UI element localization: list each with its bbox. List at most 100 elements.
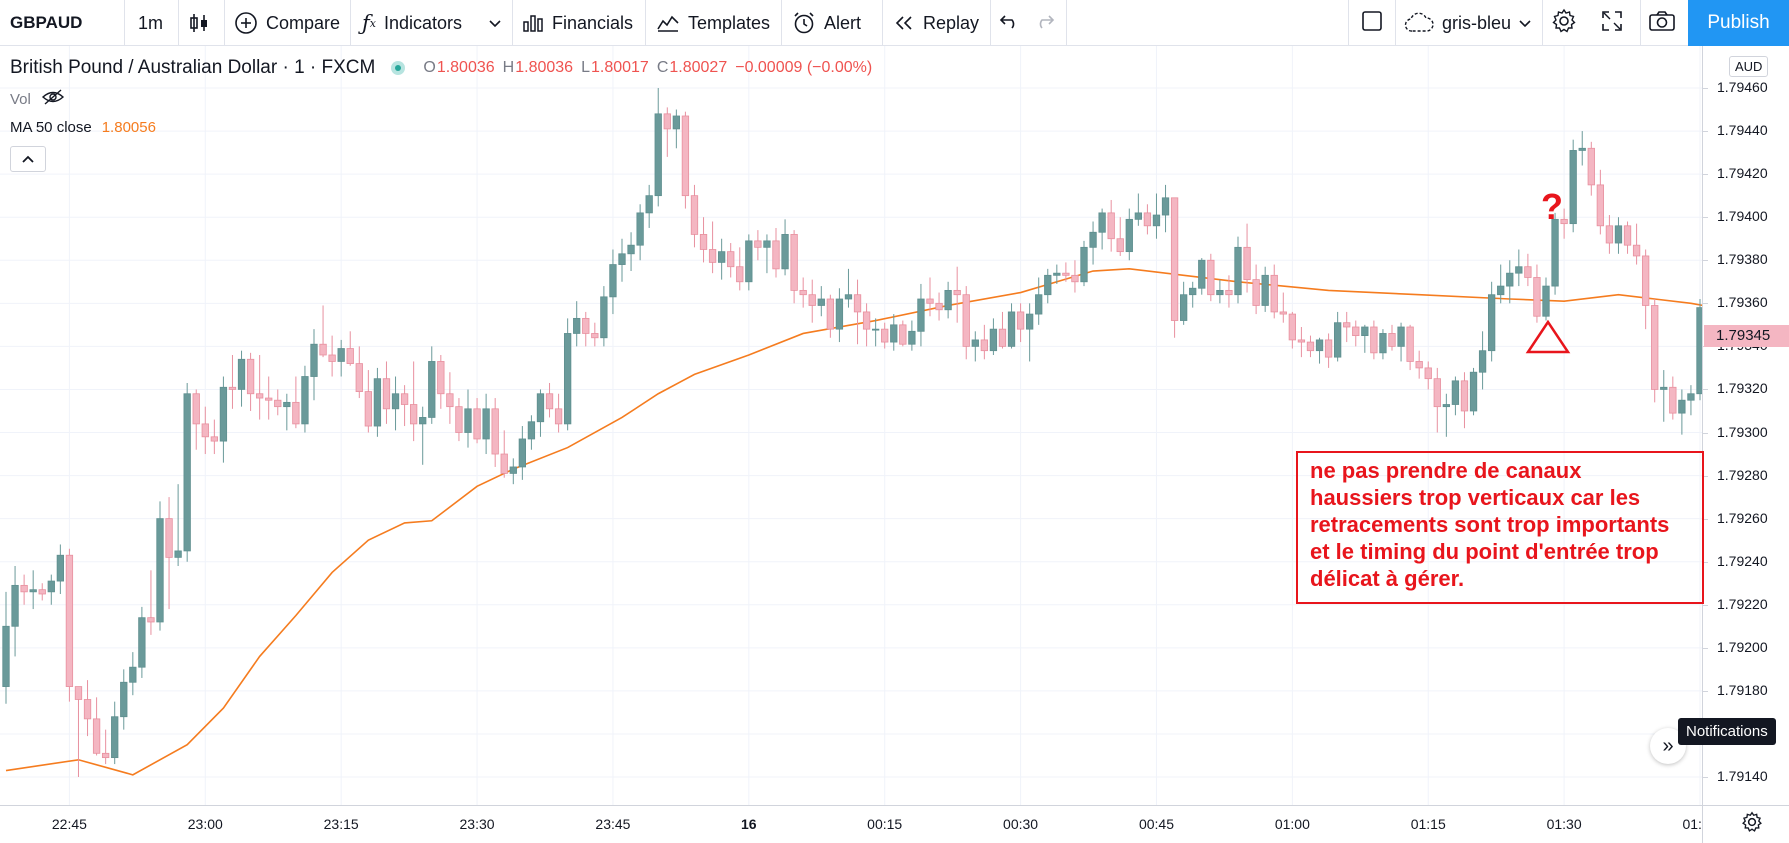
layout-dropdown-button[interactable] [1518, 0, 1532, 46]
indicators-dropdown-button[interactable] [488, 0, 502, 46]
financials-button[interactable]: Financials [522, 0, 633, 46]
open-value: 1.80036 [436, 59, 495, 76]
y-tick-label: 1.79280 [1717, 466, 1768, 483]
candle [1497, 264, 1505, 304]
fullscreen-button[interactable] [1601, 0, 1623, 46]
candle [1134, 193, 1143, 226]
fullscreen-icon [1601, 10, 1623, 37]
candle [1660, 370, 1668, 422]
candle [1107, 199, 1115, 252]
candle [346, 331, 354, 366]
current-price-label: 1.79345 [1704, 324, 1789, 347]
candle [409, 361, 418, 442]
candle [292, 376, 300, 429]
candle [1116, 217, 1124, 256]
candle [138, 606, 146, 678]
candle [1234, 236, 1242, 304]
candle [681, 111, 690, 209]
candle [283, 393, 291, 431]
undo-button[interactable] [999, 0, 1021, 46]
settings-button[interactable] [1551, 0, 1577, 46]
candle [1279, 292, 1287, 323]
candle [1243, 223, 1251, 293]
vol-legend: Vol [10, 88, 65, 110]
candle [1515, 249, 1523, 287]
x-tick-label: 16 [741, 816, 757, 832]
candle [917, 283, 925, 347]
candle [1533, 264, 1541, 323]
candle [1451, 376, 1460, 416]
candle [1216, 279, 1224, 304]
scale-settings-button[interactable] [1702, 805, 1789, 843]
eye-hidden-icon[interactable] [41, 88, 65, 110]
x-tick-label: 22:45 [51, 816, 87, 832]
compare-button[interactable]: Compare [234, 0, 340, 46]
alert-button[interactable]: Alert [792, 0, 861, 46]
candle [1669, 376, 1677, 420]
candle [373, 367, 382, 437]
candle [1388, 324, 1396, 351]
candle [1651, 299, 1659, 403]
candle [419, 406, 427, 465]
question-mark[interactable]: ? [1541, 186, 1563, 227]
candle [111, 701, 119, 765]
interval-label: 1m [138, 12, 164, 33]
candle [1207, 253, 1215, 302]
price-scale[interactable]: AUD 1.79460 1.79440 1.79420 1.79400 1.79380 1… [1702, 46, 1789, 805]
time-scale[interactable]: 22:45 23:00 23:15 23:30 23:45 16 00:15 00:30 00:… [0, 805, 1718, 843]
financials-label: Financials [552, 12, 634, 33]
plus-circle-icon [234, 11, 258, 35]
save-layout-button[interactable]: gris-bleu [1404, 0, 1511, 46]
replay-label: Replay [923, 12, 980, 33]
interval-button[interactable]: 1m [138, 0, 163, 46]
candle [573, 301, 581, 347]
candle [591, 322, 599, 347]
candle [781, 219, 789, 276]
market-status-dot[interactable] [391, 61, 406, 75]
templates-button[interactable]: Templates [656, 0, 770, 46]
annotation-line: délicat à gérer. [1310, 566, 1465, 591]
triangle-marker[interactable] [1525, 319, 1571, 354]
candle [319, 305, 327, 358]
candle [745, 234, 753, 291]
candle [1596, 169, 1605, 235]
publish-button[interactable]: Publish [1688, 0, 1789, 46]
symbol-search-button[interactable]: GBPAUD [10, 0, 82, 46]
candle [835, 288, 844, 343]
candle [1143, 204, 1152, 235]
gear-icon [1551, 8, 1577, 39]
candle [1152, 193, 1161, 239]
candle [1605, 215, 1614, 254]
candle [2, 591, 10, 704]
collapse-legend-button[interactable] [10, 146, 46, 172]
redo-button[interactable] [1033, 0, 1055, 46]
candle [962, 286, 970, 360]
snapshot-button[interactable] [1648, 0, 1676, 46]
candle [853, 279, 862, 345]
candle [1415, 350, 1423, 379]
change-value: −0.00009 (−0.00%) [735, 59, 873, 76]
replay-button[interactable]: Replay [893, 0, 979, 46]
candle [491, 398, 499, 467]
candle [554, 393, 563, 433]
templates-label: Templates [688, 12, 771, 33]
candle [428, 346, 436, 424]
candle [1252, 264, 1260, 315]
layout-button[interactable] [1361, 0, 1383, 46]
candle [237, 350, 246, 407]
annotation-text-box[interactable]: ne pas prendre de canaux haussiers trop … [1296, 451, 1704, 604]
x-tick-label: 00:30 [1003, 816, 1039, 832]
candle [1261, 266, 1269, 312]
ma-50-line [5, 268, 1728, 776]
candle [1487, 281, 1496, 362]
candle [1506, 260, 1514, 304]
candle [582, 311, 590, 347]
chart-style-button[interactable] [189, 0, 217, 46]
currency-badge[interactable]: AUD [1729, 56, 1769, 77]
candle [500, 430, 508, 478]
undo-icon [999, 12, 1021, 35]
candle [437, 354, 445, 409]
